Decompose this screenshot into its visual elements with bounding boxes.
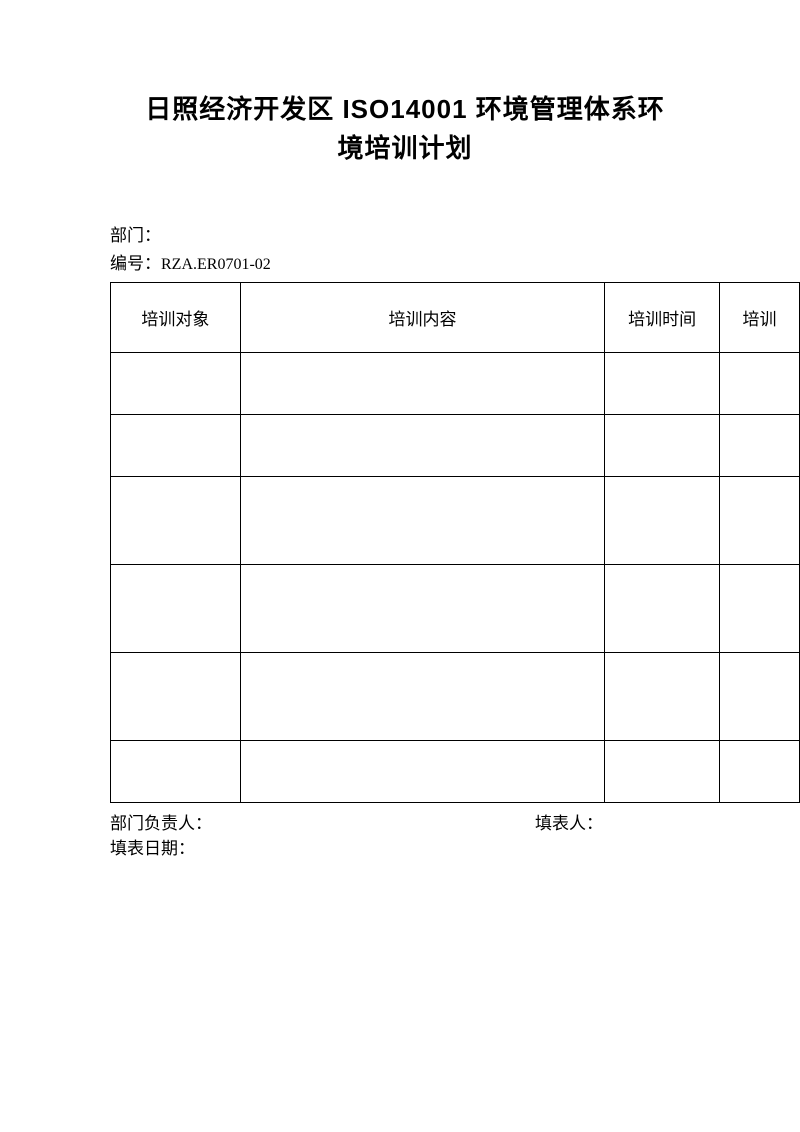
table-cell	[720, 652, 800, 740]
document-page: 日照经济开发区 ISO14001 环境管理体系环 境培训计划 部门： 编号：RZ…	[0, 0, 800, 862]
footer-row-1: 部门负责人： 填表人：	[110, 811, 800, 837]
table-body	[111, 352, 800, 802]
table-cell	[111, 476, 241, 564]
dept-head-label: 部门负责人：	[110, 811, 535, 837]
table-row	[111, 564, 800, 652]
table-row	[111, 476, 800, 564]
table-cell	[605, 476, 720, 564]
footer-row-2: 填表日期：	[110, 836, 800, 862]
table-cell	[720, 352, 800, 414]
table-cell	[720, 476, 800, 564]
table-cell	[111, 740, 241, 802]
code-row: 编号：RZA.ER0701-02	[110, 251, 800, 277]
table-cell	[720, 414, 800, 476]
table-row	[111, 352, 800, 414]
table-cell	[111, 414, 241, 476]
title-line-2: 境培训计划	[337, 133, 472, 163]
table-cell	[111, 652, 241, 740]
table-cell	[240, 352, 604, 414]
page-title: 日照经济开发区 ISO14001 环境管理体系环 境培训计划	[110, 90, 700, 168]
table-cell	[111, 564, 241, 652]
table-cell	[605, 414, 720, 476]
table-cell	[240, 564, 604, 652]
footer-section: 部门负责人： 填表人： 填表日期：	[110, 811, 800, 862]
table-cell	[720, 740, 800, 802]
table-cell	[240, 652, 604, 740]
department-label: 部门：	[110, 226, 161, 245]
table-cell	[605, 352, 720, 414]
table-cell	[240, 740, 604, 802]
meta-section: 部门： 编号：RZA.ER0701-02	[110, 223, 800, 277]
department-row: 部门：	[110, 223, 800, 249]
table-cell	[605, 564, 720, 652]
title-line-1: 日照经济开发区 ISO14001 环境管理体系环	[145, 94, 665, 124]
table-row	[111, 414, 800, 476]
table-header-row: 培训对象 培训内容 培训时间 培训	[111, 282, 800, 352]
filler-label: 填表人：	[535, 811, 603, 837]
code-value: RZA.ER0701-02	[161, 256, 271, 273]
table-row	[111, 740, 800, 802]
table-cell	[240, 476, 604, 564]
code-label: 编号：	[110, 254, 161, 273]
header-content: 培训内容	[240, 282, 604, 352]
table-cell	[111, 352, 241, 414]
table-cell	[720, 564, 800, 652]
header-time: 培训时间	[605, 282, 720, 352]
fill-date-label: 填表日期：	[110, 836, 195, 862]
training-plan-table: 培训对象 培训内容 培训时间 培训	[110, 282, 800, 803]
header-target: 培训对象	[111, 282, 241, 352]
table-cell	[240, 414, 604, 476]
table-cell	[605, 652, 720, 740]
table-row	[111, 652, 800, 740]
header-extra: 培训	[720, 282, 800, 352]
table-cell	[605, 740, 720, 802]
